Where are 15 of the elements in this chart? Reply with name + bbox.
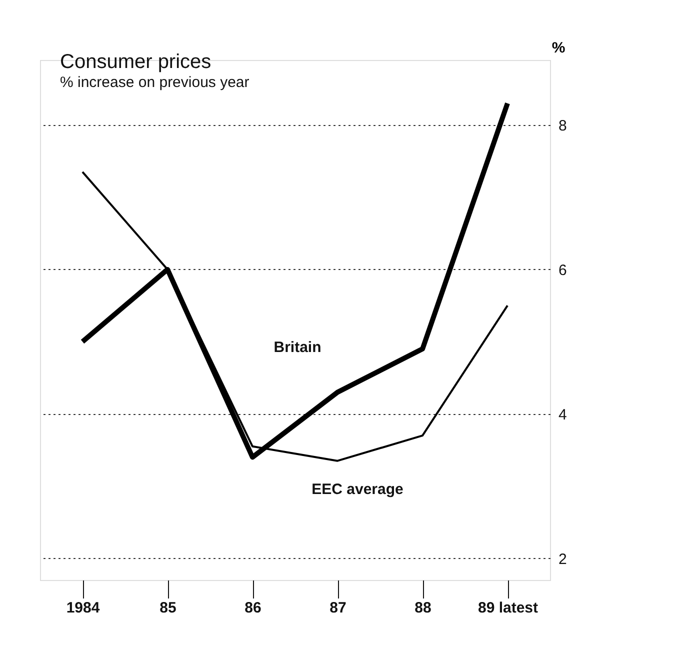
- text: Britain: [274, 339, 322, 356]
- x-tick-label: 86: [244, 600, 262, 616]
- x-tick-label: 85: [160, 600, 176, 616]
- x-tick-label: 89 latest: [478, 600, 538, 616]
- y-tick-label: 8: [558, 118, 567, 134]
- y-tick-label: 4: [558, 406, 567, 424]
- x-tick-label: 87: [330, 600, 346, 616]
- x-tick-label: 88: [414, 600, 432, 616]
- y-tick-label: 6: [558, 262, 567, 279]
- x-tick-label: 1984: [66, 600, 100, 616]
- y-axis-title: %: [552, 40, 566, 56]
- series-label: EEC average: [312, 480, 404, 498]
- y-tick-label: 2: [558, 550, 567, 568]
- text: % increase on previous year: [60, 74, 250, 91]
- chart-title: Consumer prices: [60, 51, 212, 73]
